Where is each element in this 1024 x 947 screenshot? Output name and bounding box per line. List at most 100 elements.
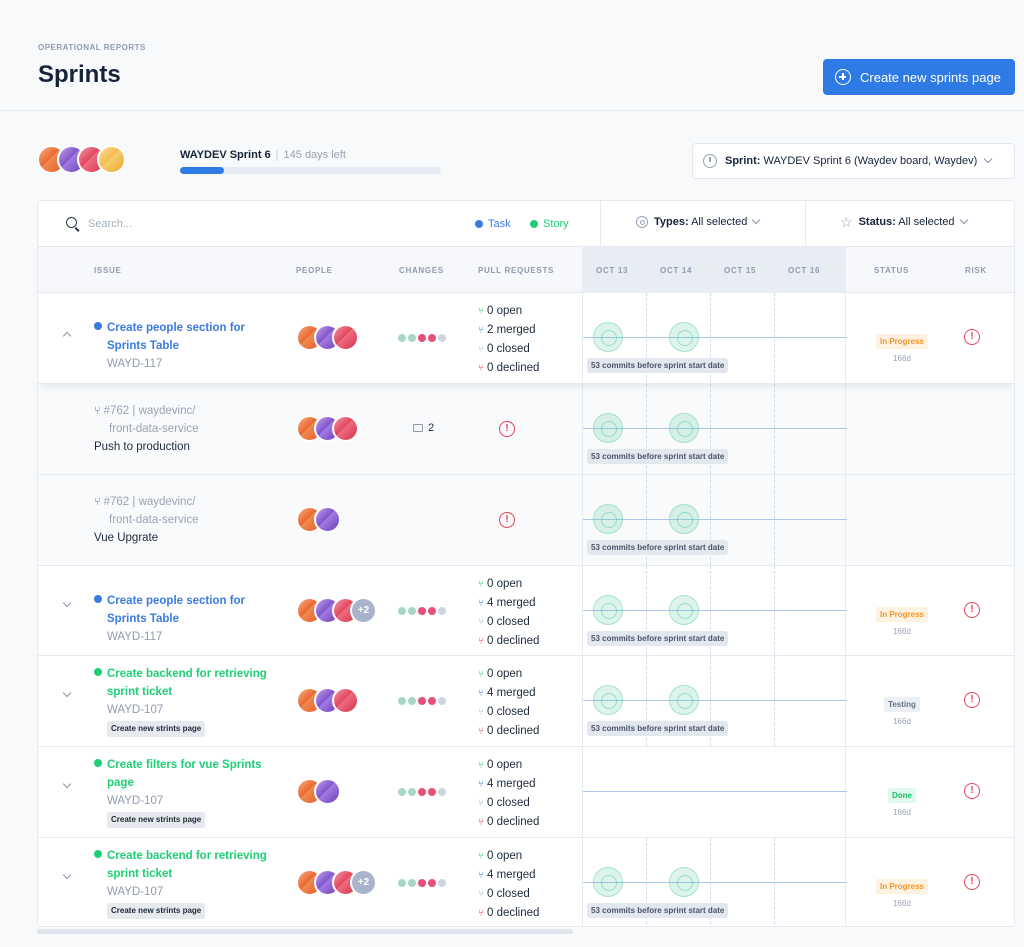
alert-icon[interactable]: !	[964, 329, 980, 345]
column-risk[interactable]: RISK	[965, 266, 987, 275]
more-people-badge[interactable]: +2	[350, 869, 377, 896]
legend-story: Story	[530, 218, 569, 230]
timeline-track	[583, 791, 847, 792]
commit-bubble[interactable]	[593, 867, 623, 897]
alert-icon[interactable]: !	[499, 512, 515, 528]
chevron-down-icon[interactable]	[62, 598, 72, 608]
column-status[interactable]: STATUS	[874, 266, 910, 275]
commit-bubble[interactable]	[669, 322, 699, 352]
issue-id: WAYD-107	[107, 886, 164, 898]
pr-declined: ⑂ 0 declined	[478, 907, 540, 919]
column-issue[interactable]: ISSUE	[94, 266, 122, 275]
issue-cell: Create backend for retrieving sprint tick…	[94, 847, 284, 919]
commit-bubble[interactable]	[669, 504, 699, 534]
table-row[interactable]: 53 commits before sprint start date Crea…	[38, 656, 1014, 747]
timeline-track	[583, 610, 847, 611]
types-filter[interactable]: Types: All selected	[636, 215, 761, 228]
commit-bubble[interactable]	[593, 322, 623, 352]
commit-bubble[interactable]	[669, 413, 699, 443]
commit-note: 53 commits before sprint start date	[587, 903, 729, 918]
pull-request-icon: ⑂	[94, 405, 101, 417]
create-sprints-page-button[interactable]: Create new sprints page	[823, 59, 1015, 95]
pull-request-icon: ⑂	[478, 889, 484, 900]
changes-indicator	[398, 334, 446, 342]
commit-bubble[interactable]	[593, 685, 623, 715]
alert-icon[interactable]: !	[964, 783, 980, 799]
commit-bubble[interactable]	[669, 685, 699, 715]
pull-request-icon: ⑂	[478, 363, 484, 374]
pr-declined: ⑂ 0 declined	[478, 816, 540, 828]
column-changes[interactable]: CHANGES	[399, 266, 444, 275]
table-row[interactable]: 53 commits before sprint start date ⑂ #76…	[38, 475, 1014, 566]
story-dot	[94, 850, 102, 858]
issue-title[interactable]: Create people section for Sprints Table	[94, 319, 284, 355]
chevron-down-icon[interactable]	[62, 870, 72, 880]
pr-merged: ⑂ 4 merged	[478, 597, 536, 609]
issue-id: WAYD-117	[107, 631, 163, 643]
issue-title[interactable]: Create filters for vue Sprints page	[94, 756, 284, 792]
page-header: OPERATIONAL REPORTS Sprints Create new s…	[0, 0, 1024, 111]
pull-request-icon: ⑂	[478, 688, 484, 699]
table-row[interactable]: Create filters for vue Sprints page WAYD-…	[38, 747, 1014, 838]
sprint-name: WAYDEV Sprint 6	[180, 149, 271, 161]
commit-bubble[interactable]	[669, 595, 699, 625]
horizontal-scrollbar[interactable]	[37, 929, 573, 934]
comments-count[interactable]: 2	[413, 422, 434, 434]
commit-bubble[interactable]	[593, 595, 623, 625]
commit-bubble[interactable]	[593, 413, 623, 443]
status-filter[interactable]: ☆ Status: All selected	[840, 215, 968, 229]
pull-request-icon: ⑂	[478, 760, 484, 771]
chevron-up-icon[interactable]	[62, 331, 72, 341]
changes-indicator	[398, 697, 446, 705]
status-label: Status:	[858, 216, 896, 228]
timeline-track	[583, 428, 847, 429]
table-row[interactable]: 53 commits before sprint start date Crea…	[38, 838, 1014, 926]
table-row[interactable]: 53 commits before sprint start date Crea…	[38, 293, 1014, 384]
comment-icon	[413, 424, 423, 432]
pr-declined: ⑂ 0 declined	[478, 725, 540, 737]
issue-id: WAYD-107	[107, 795, 164, 807]
commit-note: 53 commits before sprint start date	[587, 721, 729, 736]
issue-title[interactable]: Create people section for Sprints Table	[94, 592, 284, 628]
pull-request-icon: ⑂	[478, 870, 484, 881]
search-input[interactable]	[88, 215, 308, 233]
pull-request-icon: ⑂	[478, 325, 484, 336]
pull-request-cell[interactable]: ⑂ #762 | waydevinc/ front-data-service Vu…	[94, 493, 198, 547]
issue-title[interactable]: Create backend for retrieving sprint tick…	[94, 665, 284, 701]
table-row[interactable]: 53 commits before sprint start date ⑂ #76…	[38, 384, 1014, 475]
chevron-down-icon[interactable]	[62, 688, 72, 698]
timeline-track	[583, 337, 847, 338]
alert-icon[interactable]: !	[964, 602, 980, 618]
people-avatars	[296, 687, 359, 714]
pull-request-icon: ⑂	[478, 344, 484, 355]
column-pull-requests[interactable]: PULL REQUESTS	[478, 266, 555, 275]
pr-ref: ⑂ #762 | waydevinc/	[94, 496, 196, 508]
sprint-selector[interactable]: Sprint: WAYDEV Sprint 6 (Waydev board, W…	[692, 143, 1015, 179]
task-dot	[475, 220, 483, 228]
issue-title[interactable]: Create backend for retrieving sprint tick…	[94, 847, 284, 883]
epic-tag[interactable]: Create new strints page	[107, 721, 206, 737]
legend-task: Task	[475, 218, 511, 230]
epic-tag[interactable]: Create new strints page	[107, 812, 206, 828]
timeline-cell: 53 commits before sprint start date	[582, 293, 847, 383]
pull-request-icon: ⑂	[94, 496, 101, 508]
day-gridline	[646, 293, 647, 383]
column-date-oct-13: OCT 13	[596, 266, 629, 275]
sprint-selector-text: Sprint: WAYDEV Sprint 6 (Waydev board, W…	[725, 155, 977, 167]
alert-icon[interactable]: !	[499, 421, 515, 437]
more-people-badge[interactable]: +2	[350, 597, 377, 624]
chevron-down-icon[interactable]	[62, 779, 72, 789]
changes-indicator	[398, 788, 446, 796]
timeline-track	[583, 882, 847, 883]
pr-merged: ⑂ 2 merged	[478, 324, 536, 336]
pull-request-cell[interactable]: ⑂ #762 | waydevinc/ front-data-service Pu…	[94, 402, 198, 456]
people-avatars: +2	[296, 869, 377, 896]
column-people[interactable]: PEOPLE	[296, 266, 333, 275]
commit-bubble[interactable]	[669, 867, 699, 897]
alert-icon[interactable]: !	[964, 692, 980, 708]
epic-tag[interactable]: Create new strints page	[107, 903, 206, 919]
alert-icon[interactable]: !	[964, 874, 980, 890]
people-avatars	[296, 415, 359, 442]
commit-bubble[interactable]	[593, 504, 623, 534]
table-row[interactable]: 53 commits before sprint start date Crea…	[38, 566, 1014, 656]
